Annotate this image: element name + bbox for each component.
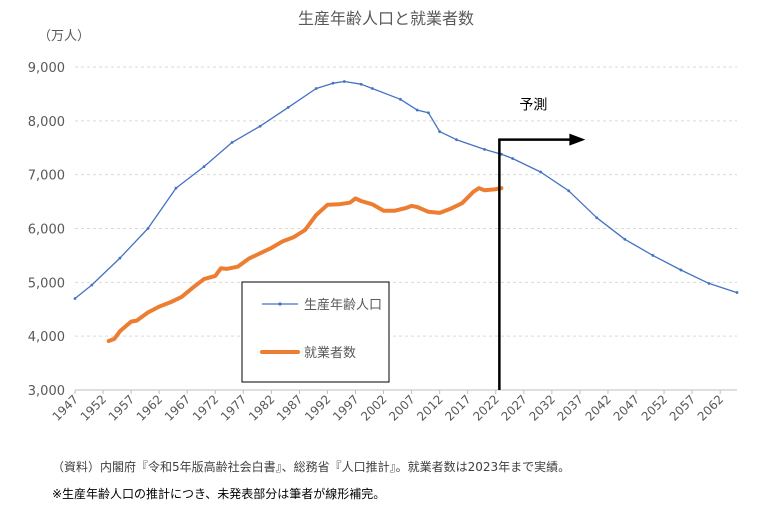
- x-axis: 1947195219571962196719721977198219871992…: [50, 390, 726, 424]
- data-point: [359, 82, 363, 86]
- forecast-arrow-head: [569, 133, 586, 146]
- x-tick-label: 1972: [190, 392, 221, 423]
- x-tick-label: 2047: [611, 392, 642, 423]
- data-point: [202, 165, 206, 168]
- data-point: [331, 81, 335, 85]
- x-tick-label: 2002: [358, 392, 389, 423]
- data-point: [118, 256, 122, 260]
- data-point: [427, 111, 430, 115]
- chart-title: 生産年齢人口と就業者数: [298, 9, 474, 28]
- data-point: [415, 108, 419, 112]
- data-point: [539, 170, 543, 174]
- y-tick-label: 4,000: [28, 330, 65, 345]
- data-point: [146, 227, 150, 230]
- data-point: [398, 97, 402, 101]
- x-tick-label: 1997: [330, 392, 361, 423]
- x-tick-label: 1992: [302, 392, 333, 423]
- x-tick-label: 1952: [78, 392, 109, 423]
- x-tick-label: 1962: [134, 392, 165, 423]
- x-tick-label: 2052: [639, 392, 670, 423]
- x-tick-label: 2027: [498, 392, 529, 423]
- legend-label-2: 就業者数: [304, 345, 356, 361]
- y-tick-label: 5,000: [28, 276, 65, 291]
- y-tick-label: 6,000: [28, 223, 65, 238]
- x-tick-label: 1982: [246, 392, 277, 423]
- legend-label-1: 生産年齢人口: [304, 297, 382, 313]
- x-tick-label: 2057: [667, 392, 698, 423]
- data-point: [370, 87, 374, 90]
- source-note: （資料）内閣府『令和5年版高齢社会白書』、総務省『人口推計』。就業者数は2023…: [52, 460, 571, 474]
- data-point: [707, 282, 711, 285]
- x-tick-label: 1967: [162, 392, 193, 423]
- x-tick-label: 2017: [442, 392, 473, 423]
- y-axis: 3,000 4,000 5,000 6,000 7,000 8,000 9,000: [28, 61, 65, 399]
- data-point: [174, 186, 178, 190]
- y-tick-label: 7,000: [28, 169, 65, 184]
- data-point: [623, 237, 627, 241]
- y-tick-label: 9,000: [28, 61, 65, 76]
- data-point: [438, 130, 442, 134]
- legend-marker-1: [278, 302, 282, 306]
- data-point: [258, 124, 262, 128]
- data-point: [679, 268, 683, 272]
- y-axis-unit-label: （万人）: [38, 29, 90, 44]
- data-point: [595, 216, 599, 220]
- x-tick-label: 2032: [526, 392, 557, 423]
- data-point: [455, 138, 458, 142]
- method-note: ※生産年齢人口の推計につき、未発表部分は筆者が線形補完。: [52, 487, 386, 501]
- x-tick-label: 2037: [555, 392, 586, 423]
- x-tick-label: 1987: [274, 392, 305, 423]
- data-point: [286, 105, 290, 109]
- data-point: [314, 87, 318, 90]
- gridlines: [75, 66, 737, 391]
- data-point: [651, 254, 655, 257]
- y-tick-label: 3,000: [28, 384, 65, 399]
- data-point: [342, 80, 346, 83]
- y-tick-label: 8,000: [28, 115, 65, 130]
- legend-box: [241, 281, 390, 383]
- data-point: [511, 157, 514, 160]
- x-tick-label: 2042: [583, 392, 614, 423]
- x-tick-label: 1977: [218, 392, 249, 423]
- data-point: [90, 283, 94, 287]
- forecast-marker: 予測: [498, 98, 586, 390]
- x-tick-label: 1957: [106, 392, 137, 423]
- x-tick-label: 2007: [386, 392, 417, 423]
- data-point: [230, 140, 234, 144]
- series-lines: [73, 80, 739, 343]
- series-line-1: [74, 80, 738, 300]
- x-tick-label: 2022: [470, 392, 501, 423]
- data-point: [499, 152, 503, 156]
- data-point: [735, 291, 739, 294]
- line-chart: 生産年齢人口と就業者数 （万人） 3,000 4,000 5,000 6,000 7,0…: [28, 9, 739, 424]
- data-point: [567, 189, 571, 193]
- data-point: [483, 147, 486, 151]
- series-line-2: [106, 186, 504, 343]
- forecast-label: 予測: [519, 98, 547, 114]
- x-tick-label: 2012: [414, 392, 445, 423]
- x-tick-label: 2062: [695, 392, 726, 423]
- data-point: [73, 297, 77, 300]
